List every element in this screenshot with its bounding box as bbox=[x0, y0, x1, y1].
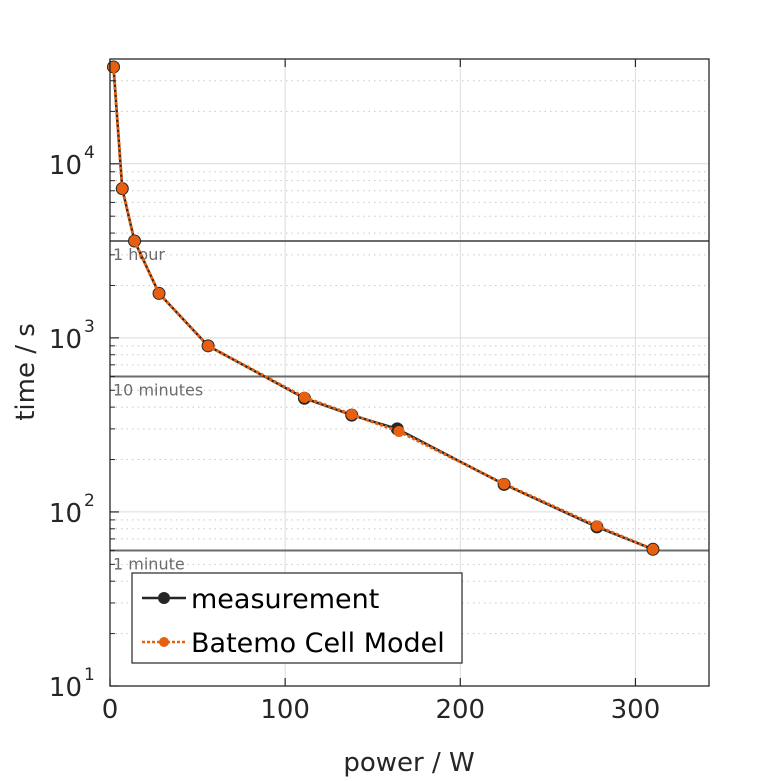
data-point-model bbox=[108, 61, 120, 73]
data-point-model bbox=[393, 425, 405, 437]
reference-lines: 1 hour 10 minutes 1 minute bbox=[110, 240, 709, 574]
data-point-model bbox=[116, 183, 128, 195]
reference-line-label: 1 hour bbox=[113, 245, 165, 264]
data-point-model bbox=[591, 520, 603, 532]
x-tick-label: 0 bbox=[102, 695, 119, 725]
legend: measurement Batemo Cell Model bbox=[131, 572, 463, 664]
y-tick-label: 10 bbox=[49, 151, 82, 181]
axes-box bbox=[109, 58, 710, 687]
x-axis-label: power / W bbox=[343, 748, 474, 778]
y-tick-label: 10 bbox=[49, 325, 82, 355]
x-tick-label: 300 bbox=[611, 695, 661, 725]
axes: 10 110 210 310 40 100 200 300 bbox=[49, 58, 710, 725]
data-point-model bbox=[202, 340, 214, 352]
legend-marker-model bbox=[159, 637, 169, 647]
data-point-model bbox=[647, 543, 659, 555]
y-tick-exponent: 4 bbox=[84, 143, 95, 163]
series-line-model bbox=[112, 66, 654, 551]
legend-label-model: Batemo Cell Model bbox=[191, 628, 445, 659]
y-tick-label: 10 bbox=[49, 673, 82, 703]
legend-marker-measurement bbox=[158, 592, 170, 604]
data-point-model bbox=[129, 235, 141, 247]
data-point-model bbox=[346, 408, 358, 420]
legend-label-measurement: measurement bbox=[191, 584, 379, 615]
reference-line-label: 1 minute bbox=[113, 555, 185, 574]
reference-line-label: 10 minutes bbox=[113, 380, 203, 399]
data-point-model bbox=[153, 287, 165, 299]
x-tick-label: 100 bbox=[260, 695, 310, 725]
data-point-model bbox=[298, 391, 310, 403]
y-tick-exponent: 2 bbox=[84, 491, 95, 511]
y-axis-label: time / s bbox=[11, 323, 41, 421]
series-line-measurement bbox=[112, 66, 654, 551]
y-tick-exponent: 3 bbox=[84, 317, 95, 337]
data-point-model bbox=[498, 478, 510, 490]
y-tick-label: 10 bbox=[49, 499, 82, 529]
legend-box bbox=[131, 572, 463, 664]
x-tick-label: 200 bbox=[435, 695, 485, 725]
series-layer bbox=[107, 60, 660, 556]
y-tick-exponent: 1 bbox=[84, 665, 95, 685]
